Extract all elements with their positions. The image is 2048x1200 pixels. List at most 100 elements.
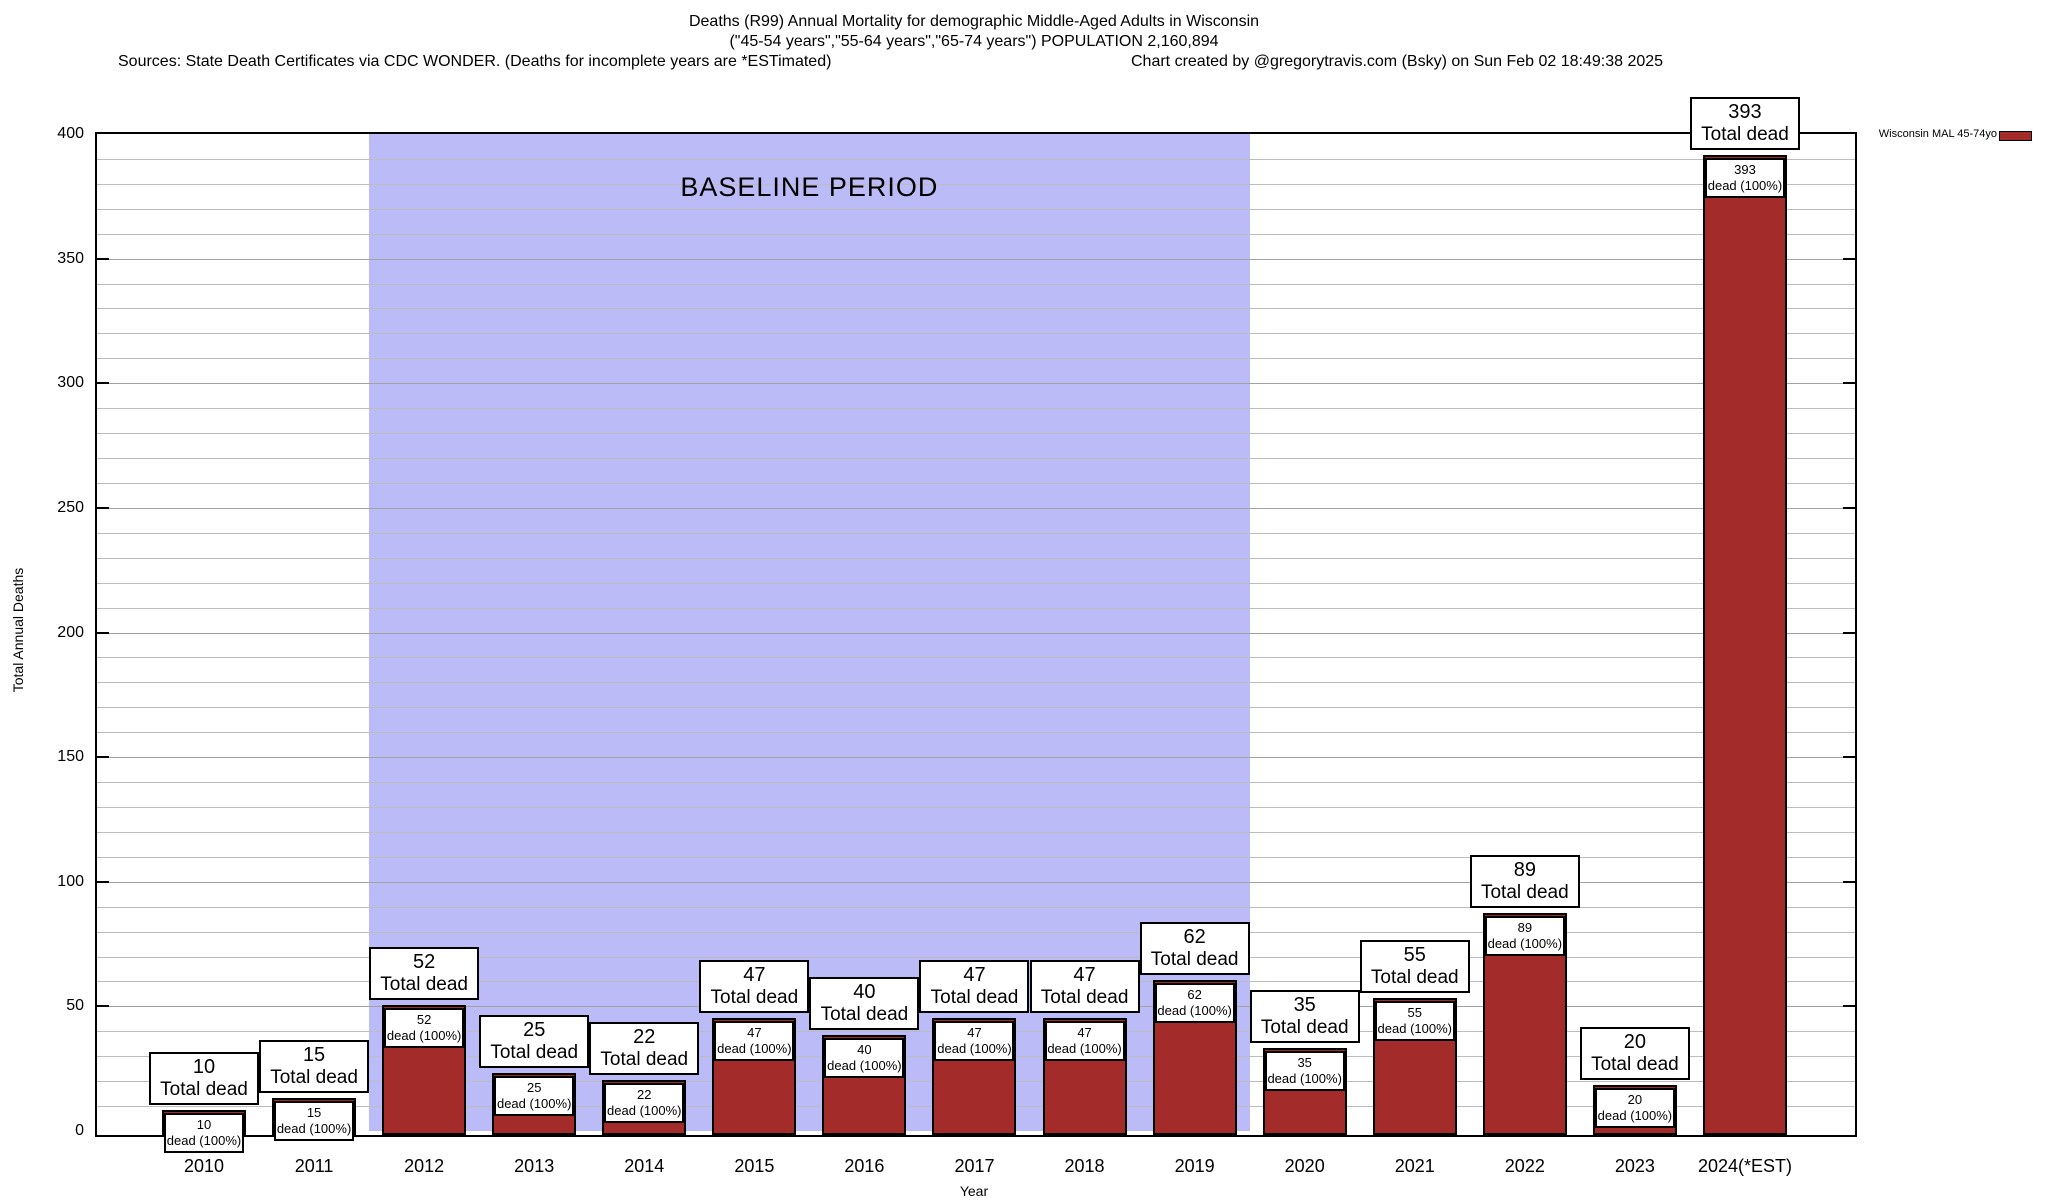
y-axis-tick [97, 257, 109, 260]
bar-value: 35 [1297, 1054, 1312, 1070]
bar-value-box-2024(*EST): 393 dead (100%) [1704, 158, 1785, 199]
bar-value: 25 [526, 1079, 542, 1095]
major-gridline [97, 507, 1855, 509]
bar-total-box-2019: 62 Total dead [1139, 922, 1250, 976]
bar-dead-label: dead (100%) [166, 1133, 242, 1149]
bar-total-label: Total dead [1040, 986, 1129, 1008]
bar-total-box-2016: 40 Total dead [809, 977, 920, 1031]
bar-total-value: 55 [1403, 943, 1426, 966]
major-gridline [97, 383, 1855, 385]
y-axis-tick [97, 631, 109, 634]
bar-total-value: 62 [1183, 926, 1206, 949]
bar-value-box-2015: 47 dead (100%) [714, 1020, 795, 1061]
y-tick-label-0: 0 [75, 1122, 84, 1139]
x-tick-label-2020: 2020 [1284, 1156, 1325, 1176]
x-tick-label-2012: 2012 [404, 1156, 445, 1176]
minor-gridline [97, 208, 1855, 210]
bar-value-box-2018: 47 dead (100%) [1044, 1020, 1125, 1061]
y-tick-label-350: 350 [57, 249, 84, 267]
bar-value: 47 [967, 1024, 982, 1040]
minor-gridline [97, 682, 1855, 684]
bar-total-box-2021: 55 Total dead [1359, 939, 1470, 993]
bar-total-label: Total dead [380, 974, 468, 996]
bar-value-box-2023: 20 dead (100%) [1594, 1088, 1675, 1129]
bar-total-box-2023: 20 Total dead [1579, 1027, 1690, 1081]
x-tick-label-2016: 2016 [844, 1156, 885, 1176]
bar-total-value: 25 [523, 1018, 546, 1041]
plot-area: BASELINE PERIOD 10 dead (100%) 10 Total dea… [95, 97, 1857, 1154]
bar-value-box-2022: 89 dead (100%) [1484, 916, 1565, 957]
x-tick-label-2018: 2018 [1064, 1156, 1105, 1176]
bar-total-box-2015: 47 Total dead [699, 959, 810, 1013]
y-axis-title: Total Annual Deaths [10, 567, 26, 693]
minor-gridline [97, 333, 1855, 335]
bar-value-box-2021: 55 dead (100%) [1374, 1000, 1455, 1041]
bar-dead-label: dead (100%) [1707, 178, 1783, 194]
bar-value: 47 [747, 1024, 762, 1040]
y-axis-tick [97, 382, 109, 385]
bar-total-value: 47 [1073, 963, 1096, 986]
y-tick-label-300: 300 [57, 374, 84, 392]
bar-value: 40 [857, 1042, 872, 1058]
bar-dead-label: dead (100%) [496, 1095, 572, 1111]
y-axis-tick [1843, 257, 1855, 260]
x-tick-label-2024(*EST): 2024(*EST) [1697, 1156, 1792, 1176]
major-gridline [97, 258, 1855, 260]
bar-total-label: Total dead [1701, 124, 1789, 146]
bar-2024(*EST) [1702, 155, 1787, 1135]
bar-total-label: Total dead [1591, 1054, 1679, 1076]
bar-total-label: Total dead [600, 1049, 689, 1071]
bar-value: 89 [1517, 920, 1533, 936]
major-gridline [97, 757, 1855, 759]
minor-gridline [97, 233, 1855, 235]
y-axis-tick [97, 880, 109, 883]
x-tick-label-2011: 2011 [294, 1156, 334, 1176]
bar-value: 62 [1187, 987, 1202, 1003]
bar-value: 20 [1627, 1092, 1643, 1108]
bar-value-box-2020: 35 dead (100%) [1264, 1050, 1345, 1091]
y-axis-tick [1843, 631, 1855, 634]
chart-subtitle: ("45-54 years","55-64 years","65-74 year… [729, 33, 1219, 50]
minor-gridline [97, 283, 1855, 285]
bar-total-label: Total dead [820, 1004, 909, 1026]
minor-gridline [97, 707, 1855, 709]
bar-dead-label: dead (100%) [1377, 1020, 1452, 1036]
y-axis-tick [1843, 880, 1855, 883]
minor-gridline [97, 782, 1855, 784]
bar-value-box-2011: 15 dead (100%) [274, 1100, 355, 1141]
bar-total-box-2012: 52 Total dead [369, 947, 480, 1001]
minor-gridline [97, 607, 1855, 609]
x-tick-label-2023: 2023 [1614, 1156, 1655, 1176]
minor-gridline [97, 856, 1855, 858]
y-axis-tick [1843, 1005, 1855, 1008]
y-tick-label-50: 50 [66, 997, 84, 1015]
bar-total-value: 52 [413, 951, 436, 974]
bar-dead-label: dead (100%) [937, 1040, 1012, 1056]
legend-swatch [1999, 131, 2032, 141]
bar-dead-label: dead (100%) [1047, 1040, 1122, 1056]
y-axis-tick [1843, 382, 1855, 385]
minor-gridline [97, 532, 1855, 534]
x-axis-title: Year [959, 1183, 989, 1199]
bar-total-label: Total dead [1150, 949, 1239, 971]
legend: Wisconsin MAL 45-74yo [1860, 128, 2040, 144]
bar-total-label: Total dead [710, 986, 799, 1008]
bar-total-label: Total dead [1260, 1016, 1349, 1038]
bar-value: 22 [637, 1087, 652, 1103]
bar-dead-label: dead (100%) [1597, 1108, 1673, 1124]
minor-gridline [97, 831, 1855, 833]
bar-total-value: 20 [1623, 1031, 1647, 1054]
bar-value-box-2017: 47 dead (100%) [934, 1020, 1015, 1061]
bar-dead-label: dead (100%) [607, 1103, 682, 1119]
chart-title: Deaths (R99) Annual Mortality for demogr… [688, 13, 1260, 30]
bar-total-value: 22 [633, 1026, 656, 1049]
bar-value-box-2010: 10 dead (100%) [164, 1113, 244, 1154]
bar-total-value: 47 [743, 963, 766, 986]
bar-total-value: 47 [963, 963, 986, 986]
bar-total-box-2010: 10 Total dead [149, 1052, 259, 1106]
bar-total-box-2024(*EST): 393 Total dead [1689, 97, 1800, 151]
minor-gridline [97, 657, 1855, 659]
minor-gridline [97, 183, 1855, 185]
x-tick-label-2013: 2013 [514, 1156, 555, 1176]
